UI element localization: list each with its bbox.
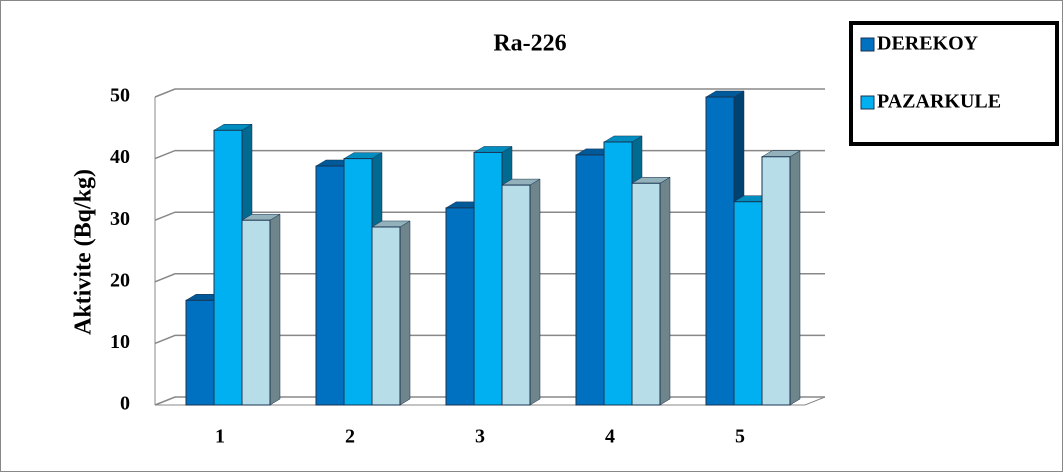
- bar-front: [501, 184, 531, 406]
- bar-front: [315, 165, 345, 406]
- y-axis-label: Aktivite (Bq/kg): [71, 169, 97, 335]
- y-tick-label: 10: [110, 331, 130, 353]
- bar-front: [445, 207, 475, 406]
- bar-front: [631, 182, 661, 406]
- bar: [631, 176, 671, 406]
- x-tick-label: 2: [345, 426, 355, 448]
- bar-front: [705, 96, 735, 406]
- legend: [849, 21, 1059, 146]
- y-tick-label: 20: [110, 269, 130, 291]
- y-tick-label: 40: [110, 146, 130, 168]
- bar-front: [761, 156, 791, 406]
- bar: [761, 150, 801, 406]
- bar: [371, 220, 411, 406]
- bar-side: [399, 220, 411, 406]
- bar-front: [733, 201, 763, 406]
- bar-side: [269, 213, 281, 406]
- bar-side: [659, 176, 671, 406]
- grid-line: [154, 88, 825, 98]
- bar-side: [789, 150, 801, 406]
- y-tick-label: 30: [110, 208, 130, 230]
- x-tick-label: 1: [215, 426, 225, 448]
- bar-front: [241, 219, 271, 406]
- legend-label: DEREKOY: [877, 33, 979, 55]
- chart-title: Ra-226: [493, 31, 566, 57]
- x-tick-label: 5: [735, 426, 745, 448]
- bar-front: [603, 141, 633, 406]
- bar-front: [343, 158, 373, 406]
- bar-front: [473, 151, 503, 406]
- x-tick-label: 4: [605, 426, 615, 448]
- legend-swatch: [860, 37, 875, 52]
- bar-front: [575, 154, 605, 406]
- bar: [501, 178, 541, 406]
- y-tick-label: 50: [110, 85, 130, 107]
- bar-front: [213, 129, 243, 406]
- bar-front: [185, 299, 215, 406]
- x-tick-label: 3: [475, 426, 485, 448]
- legend-swatch: [860, 95, 875, 110]
- bar: [241, 213, 281, 406]
- legend-label: PAZARKULE: [877, 91, 1001, 113]
- bar-front: [371, 226, 401, 406]
- bar-side: [529, 178, 541, 406]
- y-tick-label: 0: [120, 393, 130, 415]
